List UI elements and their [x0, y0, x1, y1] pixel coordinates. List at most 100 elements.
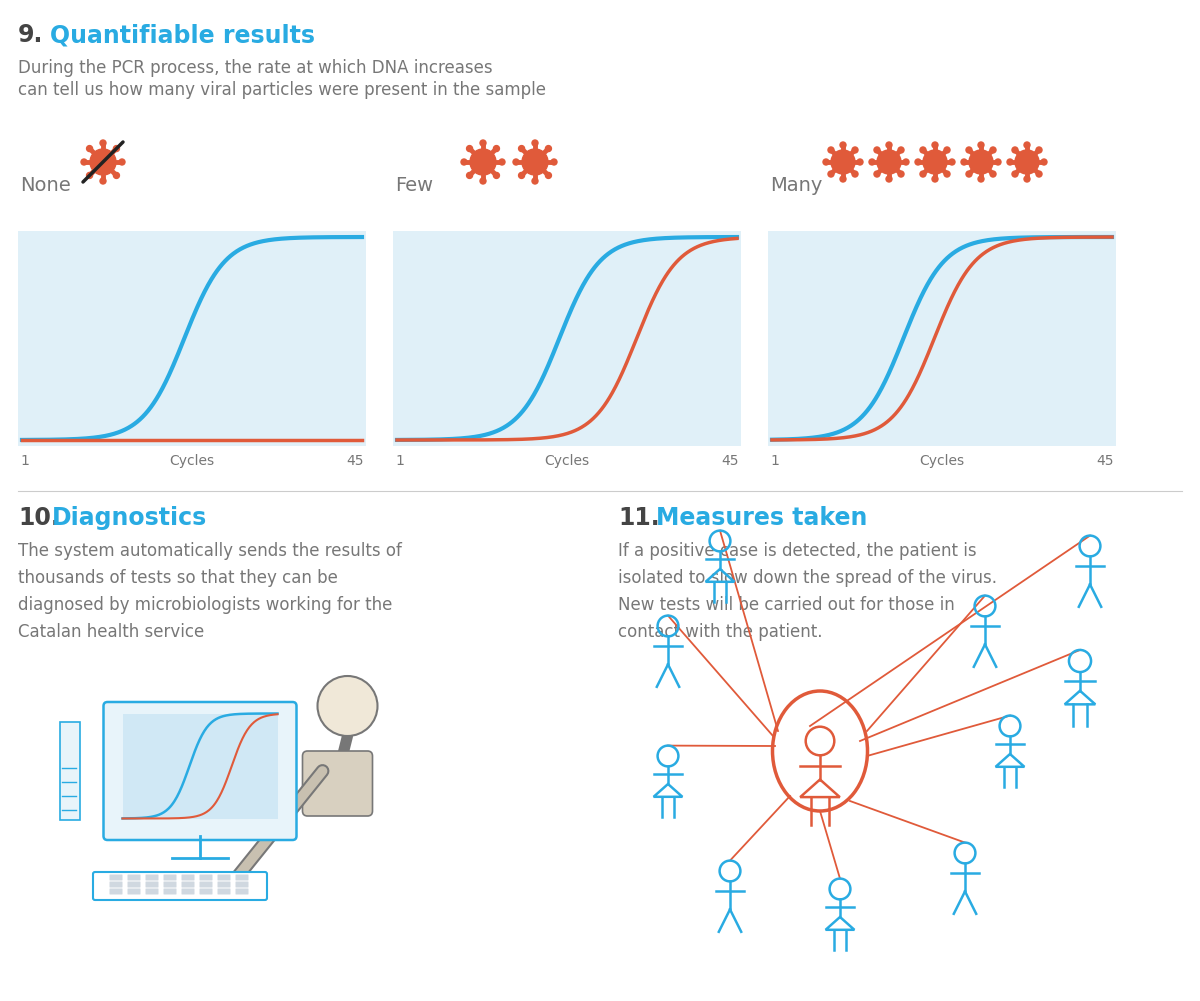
Circle shape	[100, 178, 106, 184]
Circle shape	[857, 159, 863, 165]
Circle shape	[920, 171, 926, 177]
Circle shape	[1015, 150, 1039, 174]
FancyBboxPatch shape	[235, 882, 248, 888]
Circle shape	[1012, 171, 1018, 177]
FancyBboxPatch shape	[122, 714, 277, 819]
Circle shape	[467, 172, 473, 178]
Text: Measures taken: Measures taken	[656, 506, 868, 530]
Circle shape	[874, 147, 880, 153]
FancyBboxPatch shape	[235, 875, 248, 881]
Circle shape	[828, 147, 834, 153]
Circle shape	[522, 149, 548, 175]
Text: 1: 1	[20, 454, 29, 468]
Circle shape	[970, 150, 994, 174]
Circle shape	[828, 171, 834, 177]
Circle shape	[114, 172, 120, 178]
Circle shape	[518, 172, 524, 178]
Circle shape	[518, 145, 524, 151]
Circle shape	[877, 150, 901, 174]
Circle shape	[886, 176, 892, 182]
Circle shape	[904, 159, 910, 165]
Text: 11.: 11.	[618, 506, 660, 530]
FancyBboxPatch shape	[199, 882, 212, 888]
Circle shape	[840, 176, 846, 182]
FancyBboxPatch shape	[127, 875, 140, 881]
Text: 45: 45	[721, 454, 739, 468]
Circle shape	[480, 140, 486, 146]
Circle shape	[1036, 147, 1042, 153]
Circle shape	[86, 145, 92, 151]
Circle shape	[920, 147, 926, 153]
FancyBboxPatch shape	[235, 889, 248, 895]
Circle shape	[949, 159, 955, 165]
Circle shape	[461, 159, 467, 165]
Circle shape	[1042, 159, 1046, 165]
Text: Quantifiable results: Quantifiable results	[50, 23, 314, 47]
FancyBboxPatch shape	[163, 889, 176, 895]
FancyBboxPatch shape	[145, 889, 158, 895]
Text: 45: 45	[347, 454, 364, 468]
FancyBboxPatch shape	[145, 875, 158, 881]
Circle shape	[546, 172, 552, 178]
Circle shape	[995, 159, 1001, 165]
Text: 10.: 10.	[18, 506, 60, 530]
FancyBboxPatch shape	[109, 889, 122, 895]
Circle shape	[944, 171, 950, 177]
Circle shape	[470, 149, 496, 175]
Circle shape	[823, 159, 829, 165]
Circle shape	[119, 159, 125, 165]
Circle shape	[840, 142, 846, 148]
Text: Few: Few	[395, 176, 433, 195]
Text: If a positive case is detected, the patient is
isolated to slow down the spread : If a positive case is detected, the pati…	[618, 542, 997, 642]
Text: 1: 1	[395, 454, 404, 468]
Text: During the PCR process, the rate at which DNA increases: During the PCR process, the rate at whic…	[18, 59, 493, 77]
Circle shape	[966, 171, 972, 177]
Circle shape	[1036, 171, 1042, 177]
FancyBboxPatch shape	[181, 875, 194, 881]
Circle shape	[82, 159, 88, 165]
Circle shape	[886, 142, 892, 148]
Circle shape	[493, 145, 499, 151]
Text: Cycles: Cycles	[169, 454, 215, 468]
Circle shape	[514, 159, 520, 165]
Circle shape	[114, 145, 120, 151]
Text: Many: Many	[770, 176, 822, 195]
Text: Cycles: Cycles	[919, 454, 965, 468]
Circle shape	[318, 676, 378, 736]
Text: Diagnostics: Diagnostics	[52, 506, 208, 530]
Circle shape	[532, 178, 538, 184]
Circle shape	[990, 147, 996, 153]
Circle shape	[467, 145, 473, 151]
Circle shape	[932, 142, 938, 148]
Circle shape	[480, 178, 486, 184]
FancyBboxPatch shape	[181, 882, 194, 888]
Circle shape	[990, 171, 996, 177]
FancyBboxPatch shape	[145, 882, 158, 888]
Circle shape	[852, 171, 858, 177]
FancyBboxPatch shape	[109, 875, 122, 881]
FancyBboxPatch shape	[94, 872, 266, 900]
Circle shape	[1024, 142, 1030, 148]
Circle shape	[1024, 176, 1030, 182]
Text: 45: 45	[1097, 454, 1114, 468]
FancyBboxPatch shape	[163, 875, 176, 881]
Text: Cycles: Cycles	[545, 454, 589, 468]
Circle shape	[869, 159, 875, 165]
Text: 9.: 9.	[18, 23, 43, 47]
FancyBboxPatch shape	[217, 889, 230, 895]
Circle shape	[86, 172, 92, 178]
Circle shape	[1007, 159, 1013, 165]
Text: can tell us how many viral particles were present in the sample: can tell us how many viral particles wer…	[18, 81, 546, 99]
Text: None: None	[20, 176, 71, 195]
Circle shape	[978, 142, 984, 148]
FancyBboxPatch shape	[394, 231, 742, 446]
FancyBboxPatch shape	[768, 231, 1116, 446]
Circle shape	[944, 147, 950, 153]
Circle shape	[1012, 147, 1018, 153]
Circle shape	[898, 147, 904, 153]
FancyBboxPatch shape	[217, 882, 230, 888]
FancyBboxPatch shape	[109, 882, 122, 888]
FancyBboxPatch shape	[181, 889, 194, 895]
Circle shape	[90, 149, 116, 175]
Circle shape	[978, 176, 984, 182]
